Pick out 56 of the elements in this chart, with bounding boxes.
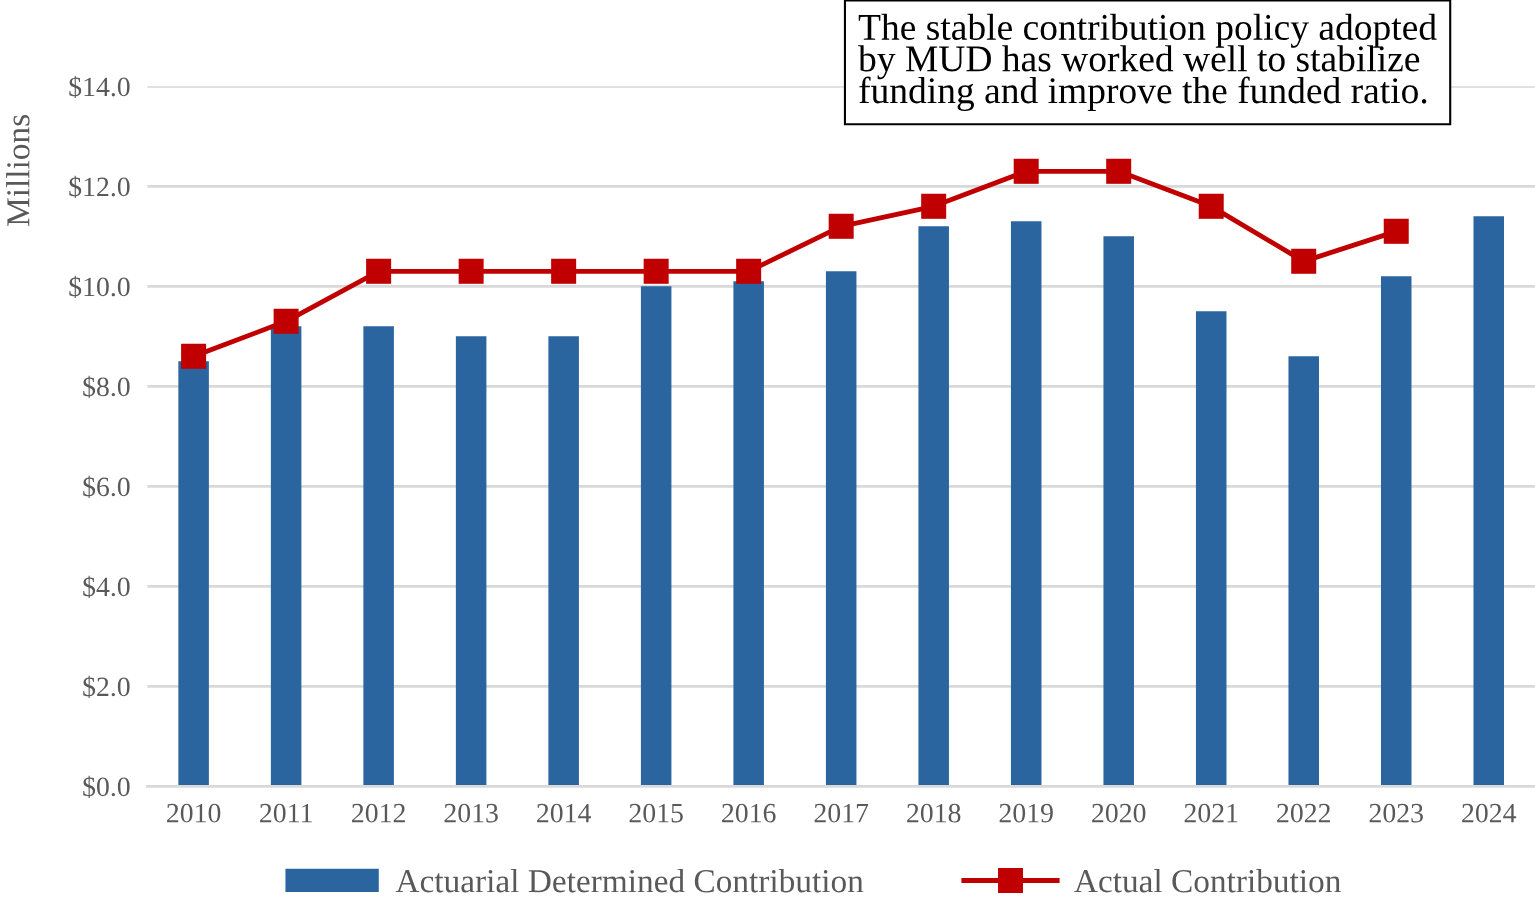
y-tick-label: $14.0	[69, 75, 130, 99]
bar	[733, 281, 764, 787]
bar	[363, 326, 394, 787]
x-tick-label: 2014	[537, 803, 591, 823]
bar	[455, 336, 487, 787]
legend-label: Actual Contribution	[1074, 868, 1341, 893]
bar	[1010, 221, 1042, 787]
point	[1106, 158, 1132, 184]
y-tick-label: $2.0	[83, 675, 130, 699]
legend-label: Actuarial Determined Contribution	[395, 868, 864, 893]
point	[366, 258, 392, 284]
point	[273, 308, 299, 334]
x-tick-label: 2015	[629, 803, 683, 823]
y-tick-label: $4.0	[83, 575, 130, 599]
point	[1013, 158, 1039, 184]
bar	[825, 271, 857, 787]
x-tick-label: 2018	[907, 803, 961, 823]
point	[921, 193, 947, 219]
x-tick-label: 2017	[814, 803, 869, 823]
point	[181, 343, 207, 369]
y-tick-label: $12.0	[69, 175, 130, 199]
point	[458, 258, 484, 284]
point	[551, 258, 577, 284]
bar	[178, 361, 209, 787]
y-tick-label: $6.0	[83, 475, 130, 499]
bar	[1195, 311, 1227, 787]
x-tick-label: 2020	[1092, 803, 1146, 823]
annotation: The stable contribution policy adopted by MUD has worked well to stabilize funding and improve the funded ratio.	[858, 13, 1437, 112]
point	[1291, 248, 1317, 274]
y-tick-label: $10.0	[69, 275, 130, 299]
x-tick-label: 2013	[444, 803, 498, 823]
x-tick-label: 2023	[1369, 803, 1423, 823]
x-tick-label: 2010	[167, 803, 221, 823]
point	[643, 258, 669, 284]
x-tick-label: 2011	[260, 803, 312, 823]
point	[1383, 218, 1409, 244]
y-tick-label: $0.0	[83, 775, 130, 799]
y-axis-title: Millions	[6, 115, 30, 226]
x-tick-label: 2021	[1184, 803, 1238, 823]
bar	[548, 336, 579, 787]
bar	[918, 226, 949, 787]
x-tick-label: 2024	[1462, 803, 1517, 823]
x-tick-label: 2019	[999, 803, 1053, 823]
y-tick-label: $8.0	[83, 375, 130, 399]
bar	[640, 286, 672, 787]
point	[828, 213, 854, 239]
point	[1198, 193, 1224, 219]
bar	[270, 326, 302, 787]
x-tick-label: 2022	[1277, 803, 1330, 823]
bar	[1288, 356, 1319, 787]
point	[736, 258, 762, 284]
bar	[1473, 216, 1505, 787]
bar	[1103, 236, 1134, 787]
bar	[1380, 276, 1412, 787]
x-tick-label: 2012	[352, 803, 405, 823]
x-tick-label: 2016	[722, 803, 776, 823]
